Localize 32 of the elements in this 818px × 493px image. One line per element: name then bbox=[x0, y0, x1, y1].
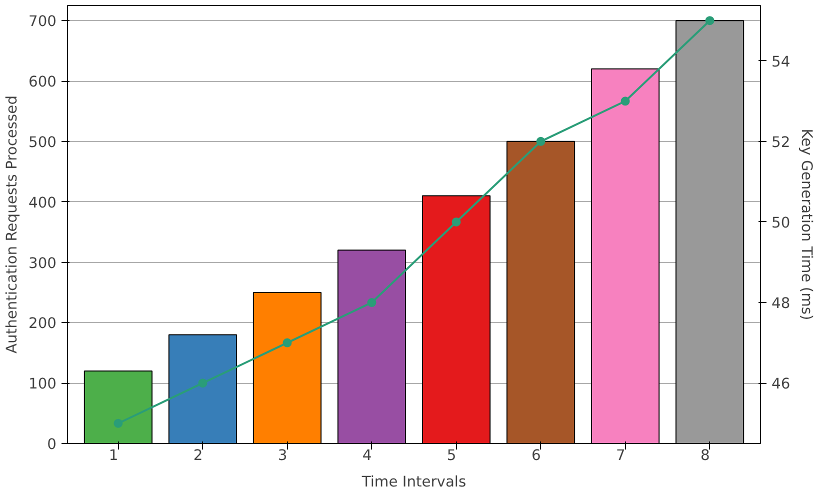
x-tick-label: 7 bbox=[616, 447, 626, 464]
y2-tick-label: 54 bbox=[772, 53, 790, 70]
y-tick-label: 100 bbox=[28, 376, 57, 393]
x-tick-label: 8 bbox=[700, 447, 710, 464]
y2-tick-label: 48 bbox=[772, 295, 790, 312]
y2-tick-label: 46 bbox=[772, 376, 790, 393]
y2-tick-label: 50 bbox=[772, 214, 790, 232]
y-tick-label: 500 bbox=[28, 134, 57, 151]
x-tick-label: 2 bbox=[193, 447, 203, 464]
x-axis-title: Time Intervals bbox=[360, 474, 466, 490]
point bbox=[620, 96, 630, 106]
y2-tick-label: 52 bbox=[772, 134, 790, 151]
y-tick-label: 400 bbox=[28, 194, 57, 212]
point bbox=[114, 418, 123, 428]
y-tick-label: 300 bbox=[28, 254, 57, 272]
x-tick-label: 4 bbox=[362, 447, 372, 464]
y-tick-label: 600 bbox=[28, 74, 57, 91]
y-tick-label: 200 bbox=[28, 315, 57, 332]
y2-axis-title: Key Generation Time (ms) bbox=[798, 128, 816, 320]
y-tick-label: 0 bbox=[47, 436, 57, 453]
point bbox=[198, 378, 208, 388]
y-tick-label: 700 bbox=[28, 13, 57, 30]
x-tick-label: 3 bbox=[278, 447, 288, 464]
point bbox=[705, 16, 714, 26]
y-axis-title: Authentication Requests Processed bbox=[4, 95, 21, 354]
point bbox=[452, 217, 461, 226]
point bbox=[282, 338, 292, 348]
point bbox=[536, 136, 546, 146]
point bbox=[367, 298, 376, 308]
x-tick-label: 5 bbox=[446, 447, 456, 464]
x-tick-label: 1 bbox=[108, 447, 118, 464]
x-tick-label: 6 bbox=[531, 447, 541, 464]
